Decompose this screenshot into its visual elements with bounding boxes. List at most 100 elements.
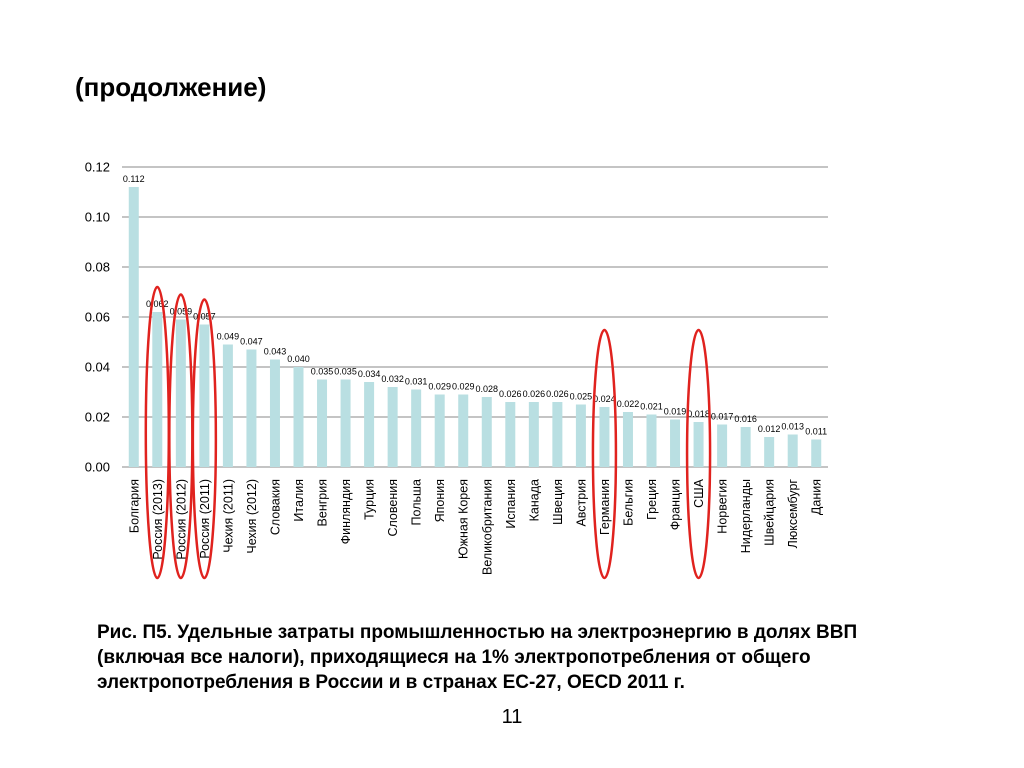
x-tick-label: Чехия (2012): [245, 479, 259, 554]
highlight-ellipses: [144, 285, 712, 580]
x-tick-label: Испания: [504, 479, 518, 529]
bar: [128, 187, 139, 467]
x-tick-label: Дания: [810, 479, 824, 515]
bar: [364, 382, 375, 467]
x-tick-label: Италия: [292, 479, 306, 522]
highlight-ellipse: [591, 328, 618, 580]
x-axis-ticks: Болгария Россия (2013) Россия (2012) Россия…: [127, 478, 823, 575]
y-tick-label: 0.10: [85, 210, 110, 225]
bar: [458, 394, 469, 467]
bar: [622, 412, 633, 467]
bar: [152, 312, 163, 467]
x-tick-label: Швеция: [551, 479, 565, 525]
x-tick-label: Нидерланды: [739, 479, 753, 553]
y-tick-label: 0.06: [85, 310, 110, 325]
x-tick-label: Канада: [527, 479, 541, 521]
bar: [505, 402, 516, 467]
bar: [434, 394, 445, 467]
y-tick-label: 0.00: [85, 460, 110, 475]
highlight-ellipse: [685, 328, 712, 580]
data-label: 0.034: [358, 369, 381, 379]
data-label: 0.028: [476, 384, 499, 394]
bar: [317, 379, 328, 467]
y-tick-label: 0.12: [85, 160, 110, 175]
x-tick-label: Япония: [433, 479, 447, 522]
data-label: 0.057: [193, 312, 216, 322]
bar: [175, 319, 186, 467]
data-label: 0.029: [428, 382, 451, 392]
x-tick-label: Люксембург: [786, 479, 800, 549]
x-tick-label: Южная Корея: [457, 479, 471, 559]
bar: [575, 404, 586, 467]
bar: [787, 434, 798, 467]
bar-chart: 0.000.020.040.060.080.100.12 0.1120.0620…: [85, 160, 828, 580]
data-label: 0.025: [570, 392, 593, 402]
data-label: 0.019: [664, 407, 687, 417]
data-label: 0.022: [617, 399, 640, 409]
bar: [599, 407, 610, 467]
data-label: 0.016: [734, 414, 757, 424]
bar: [740, 427, 751, 467]
bar: [269, 359, 280, 467]
x-tick-label: Болгария: [127, 479, 141, 533]
data-label: 0.049: [217, 332, 240, 342]
data-label: 0.017: [711, 412, 734, 422]
data-label: 0.031: [405, 377, 428, 387]
bar: [222, 344, 233, 467]
bar: [340, 379, 351, 467]
x-tick-label: Австрия: [574, 479, 588, 527]
data-label: 0.018: [687, 409, 710, 419]
gridlines: [122, 166, 828, 468]
bar: [199, 324, 210, 467]
bars: [128, 187, 822, 467]
bar: [246, 349, 257, 467]
data-label: 0.112: [123, 174, 145, 184]
x-tick-label: Россия (2012): [174, 479, 188, 560]
bar: [646, 414, 657, 467]
data-label: 0.035: [334, 367, 357, 377]
data-label: 0.040: [287, 354, 310, 364]
x-tick-label: Бельгия: [621, 479, 635, 526]
data-label: 0.021: [640, 402, 663, 412]
x-tick-label: Россия (2011): [198, 479, 212, 559]
x-tick-label: Норвегия: [716, 479, 730, 534]
bar: [528, 402, 539, 467]
x-tick-label: Словакия: [268, 479, 282, 535]
data-label: 0.013: [781, 422, 804, 432]
x-tick-label: Венгрия: [316, 479, 330, 526]
x-tick-label: Турция: [363, 479, 377, 520]
x-tick-label: Великобритания: [480, 479, 494, 575]
data-label: 0.026: [499, 389, 522, 399]
x-tick-label: Словения: [386, 479, 400, 537]
highlight-ellipse: [191, 298, 218, 580]
y-tick-label: 0.02: [85, 410, 110, 425]
bar: [481, 397, 492, 467]
data-label: 0.035: [311, 367, 334, 377]
data-label: 0.026: [546, 389, 569, 399]
bar: [387, 387, 398, 467]
y-tick-label: 0.08: [85, 260, 110, 275]
data-label: 0.059: [170, 307, 193, 317]
bar: [811, 439, 822, 467]
x-tick-label: Греция: [645, 479, 659, 520]
data-label: 0.043: [264, 347, 287, 357]
bar: [552, 402, 563, 467]
slide-title: (продолжение): [75, 72, 267, 102]
data-label: 0.047: [240, 337, 263, 347]
x-tick-label: Швейцария: [763, 479, 777, 546]
x-tick-label: Финляндия: [339, 479, 353, 544]
x-tick-label: США: [692, 478, 706, 507]
data-label: 0.011: [805, 427, 827, 437]
bar: [717, 424, 728, 467]
page-number: 11: [501, 706, 523, 728]
x-tick-label: Франция: [669, 479, 683, 530]
data-label: 0.024: [593, 394, 616, 404]
bar: [693, 422, 704, 467]
y-tick-label: 0.04: [85, 360, 110, 375]
data-label: 0.062: [146, 299, 169, 309]
y-axis-ticks: 0.00 0.02 0.04 0.06 0.08 0.10 0.12: [85, 160, 110, 475]
bar: [293, 367, 304, 467]
x-tick-label: Россия (2013): [151, 479, 165, 560]
bar: [764, 437, 775, 467]
